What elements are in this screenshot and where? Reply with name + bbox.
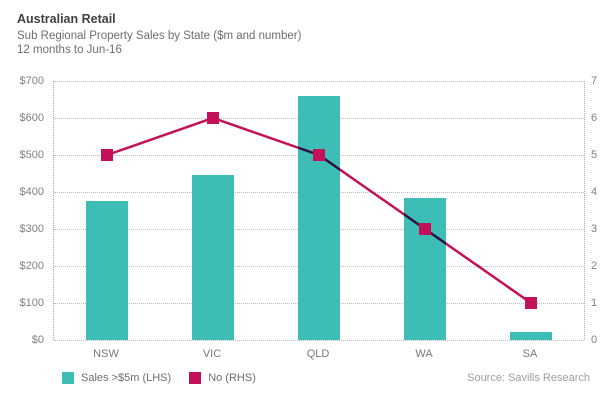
chart-period: 12 months to Jun-16 [17,44,122,56]
x-axis-label-vic: VIC [202,348,222,360]
bar-vic [192,175,234,340]
axis-tick-label: $0 [31,334,44,346]
axis-tick-label: $700 [19,75,44,87]
legend: Sales >$5m (LHS) No (RHS) [62,372,256,384]
axis-tick-label: $200 [19,260,44,272]
axis-tick-label: $300 [19,223,44,235]
bar-wa [404,197,446,340]
axis-tick-label: 1 [591,297,598,309]
x-axis-labels: NSW VIC QLD WA SA [53,348,583,362]
legend-swatch-bar-series [62,372,74,384]
chart-title: Australian Retail [17,12,116,26]
bar-nsw [86,201,128,340]
line-marker-vic [207,112,219,124]
axis-tick-label: $100 [19,297,44,309]
chart-subtitle: Sub Regional Property Sales by State ($m… [17,30,302,42]
legend-label-line-series: No (RHS) [208,372,256,384]
chart-header: Australian Retail Sub Regional Property … [17,12,301,57]
axis-tick-label: 4 [591,186,598,198]
source-note: Source: Savills Research [467,372,590,384]
bar-qld [298,95,340,340]
axis-tick-label: 0 [591,334,598,346]
axis-tick-label: $600 [19,112,44,124]
axis-tick-label: 5 [591,149,598,161]
line-marker-sa [525,297,537,309]
line-marker-qld [313,149,325,161]
axis-tick-label: 2 [591,260,598,272]
x-axis-label-sa: SA [522,348,538,360]
bar-sa [510,331,552,340]
gridline [54,340,584,341]
line-marker-nsw [101,149,113,161]
axis-tick-label: 3 [591,223,598,235]
x-axis-label-wa: WA [415,348,433,360]
chart-footer: Sales >$5m (LHS) No (RHS) Source: Savill… [62,372,590,384]
gridline [54,81,584,82]
line-series-overlay [101,112,537,309]
axis-tick-label: 6 [591,112,598,124]
x-axis-label-qld: QLD [306,348,330,360]
axis-tick-label: $400 [19,186,44,198]
right-axis-ticks: 0 1 2 3 4 5 6 7 [591,75,611,346]
axis-tick-label: 7 [591,75,598,87]
legend-label-bar-series: Sales >$5m (LHS) [81,372,172,384]
x-axis-label-nsw: NSW [93,348,119,360]
plot-area [53,81,585,341]
legend-swatch-line-series [189,372,202,384]
line-series-path [106,116,532,305]
line-marker-wa [419,223,431,235]
left-axis-ticks: $0 $100 $200 $300 $400 $500 $600 $700 [0,75,44,346]
axis-tick-label: $500 [19,149,44,161]
